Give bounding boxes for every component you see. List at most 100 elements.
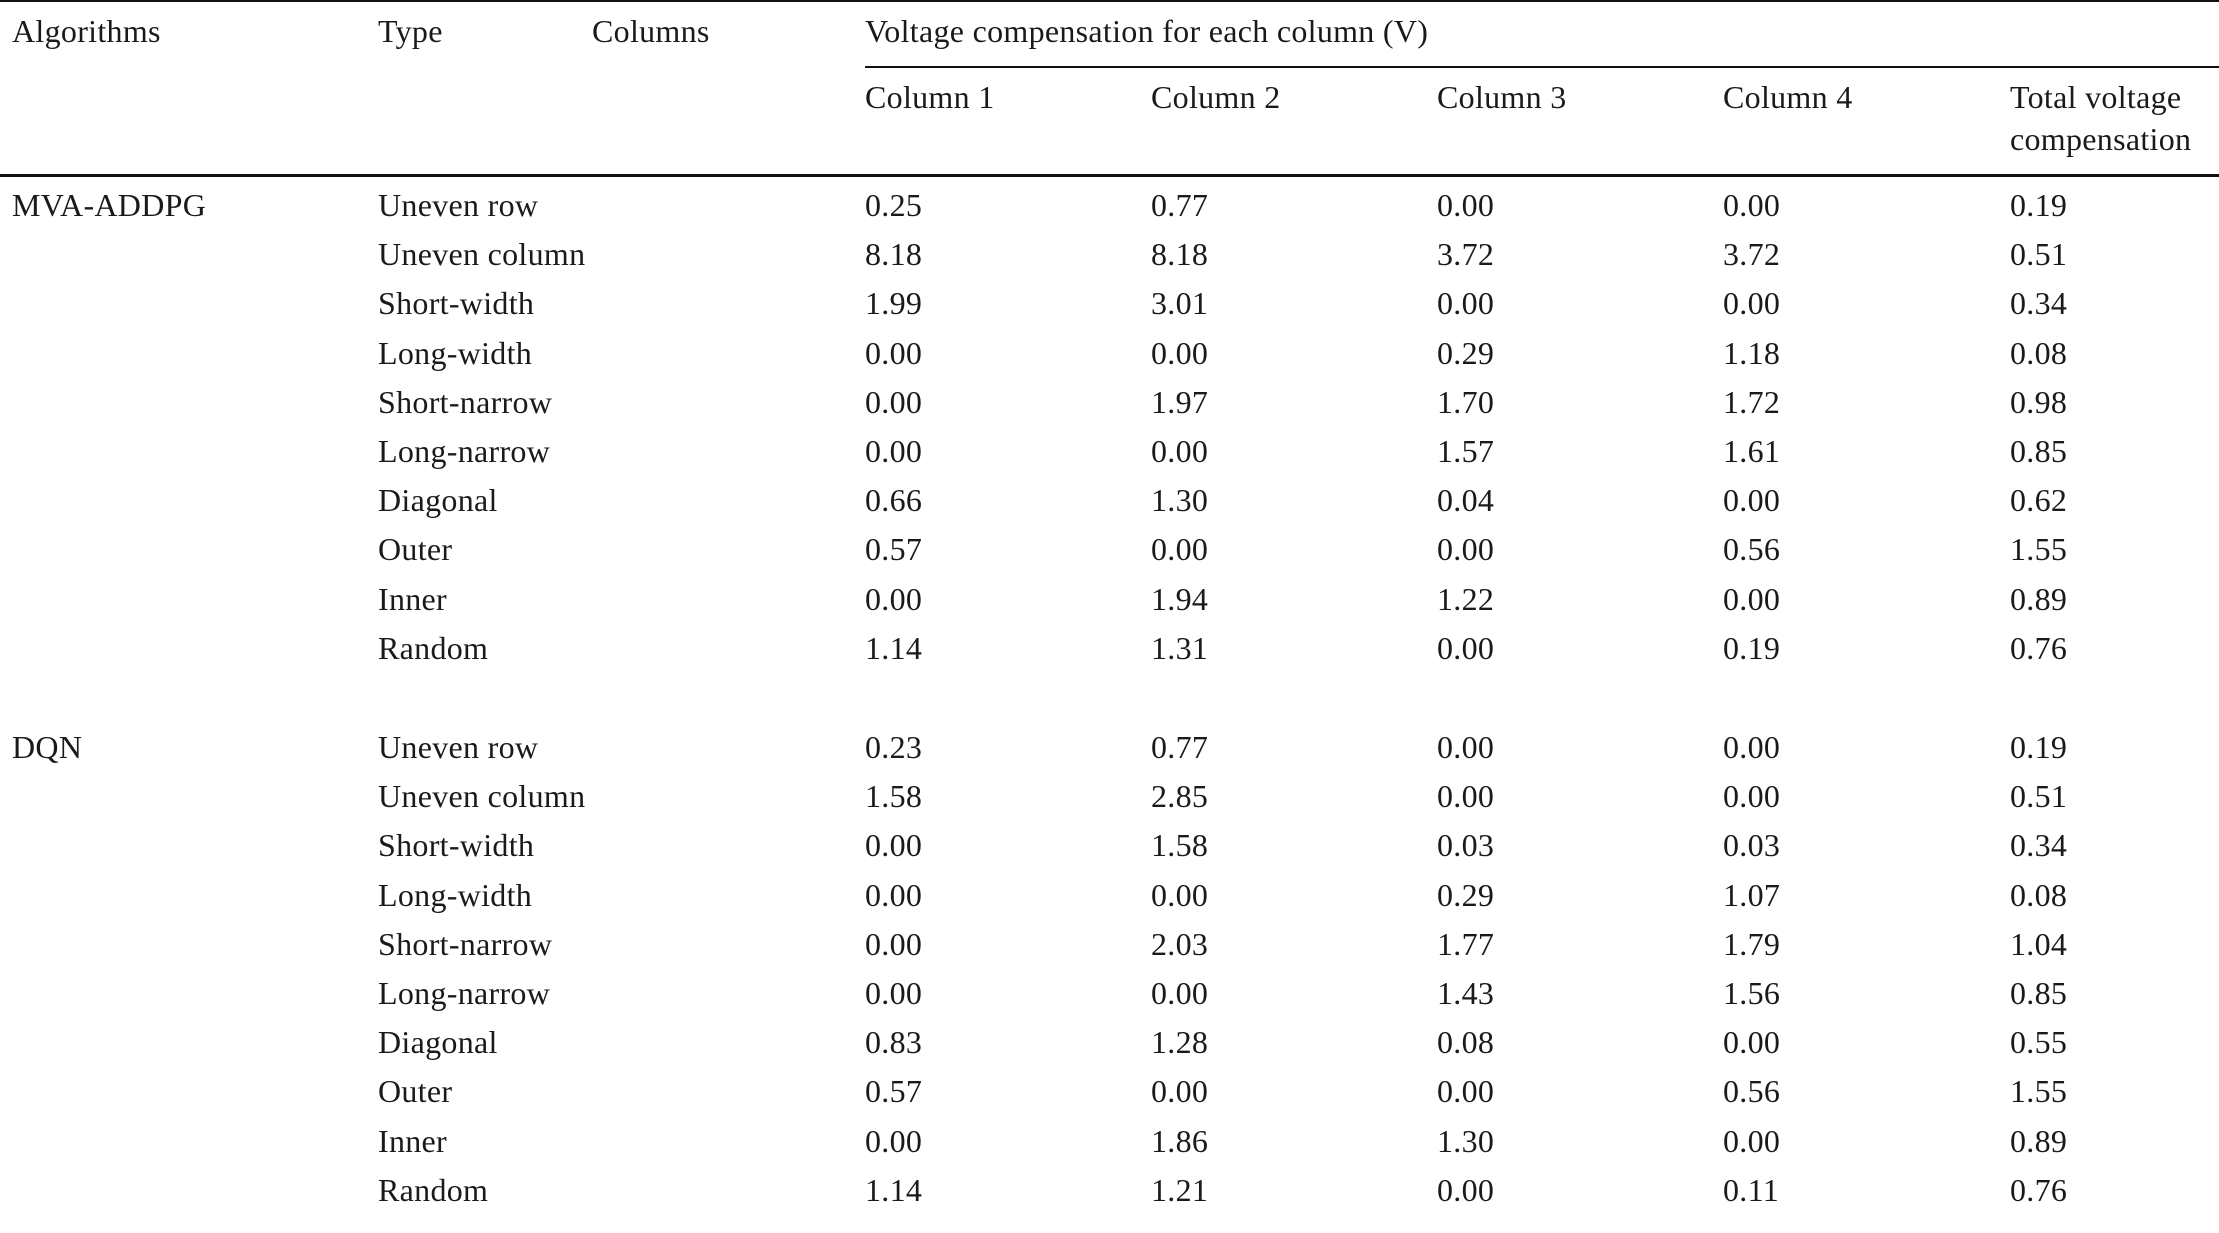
cell-type: Outer — [378, 1073, 453, 1110]
cell-column-1: 0.00 — [865, 827, 923, 864]
cell-total: 0.51 — [2010, 778, 2068, 815]
cell-column-2: 2.85 — [1151, 778, 1209, 815]
algorithm-label: MVA-ADDPG — [12, 187, 207, 223]
cell-column-4: 0.00 — [1723, 729, 1781, 765]
cell-type: Random — [378, 1171, 489, 1208]
cell-column-3: 0.08 — [1437, 1024, 1495, 1061]
cell-column-1: 1.99 — [865, 285, 923, 322]
cell-total: 0.08 — [2010, 876, 2068, 913]
cell-type: Diagonal — [378, 1024, 498, 1061]
cell-type: Uneven row — [378, 187, 539, 223]
cell-type: Uneven column — [378, 778, 586, 815]
cell-column-2: 1.28 — [1151, 1024, 1209, 1061]
cell-type: Inner — [378, 1122, 448, 1159]
cell-type: Inner — [378, 580, 448, 617]
cell-column-3: 1.30 — [1437, 1122, 1495, 1159]
cell-column-2: 0.00 — [1151, 975, 1209, 1011]
cell-column-3: 0.00 — [1437, 1171, 1495, 1208]
cell-total: 0.62 — [2010, 482, 2068, 519]
cell-column-3: 0.00 — [1437, 1073, 1495, 1110]
cell-type: Short-width — [378, 827, 535, 864]
cell-column-4: 3.72 — [1723, 236, 1781, 273]
cell-column-4: 0.00 — [1723, 1122, 1781, 1159]
cell-total: 0.08 — [2010, 334, 2068, 371]
cell-column-1: 0.00 — [865, 383, 923, 420]
cell-column-2: 0.00 — [1151, 531, 1209, 568]
cell-column-4: 0.00 — [1723, 482, 1781, 519]
cell-column-4: 1.72 — [1723, 383, 1781, 420]
cell-column-4: 0.56 — [1723, 531, 1781, 568]
cell-total: 1.04 — [2010, 925, 2068, 962]
cell-column-3: 0.00 — [1437, 285, 1495, 322]
header-voltage-compensation: Voltage compensation for each column (V) — [865, 13, 1429, 49]
cell-type: Random — [378, 629, 489, 666]
cell-total: 0.89 — [2010, 1122, 2068, 1159]
cell-column-1: 0.00 — [865, 975, 923, 1011]
cell-type: Short-width — [378, 285, 535, 322]
cell-column-3: 0.00 — [1437, 187, 1495, 223]
cell-column-3: 1.43 — [1437, 975, 1495, 1011]
cell-column-4: 0.00 — [1723, 285, 1781, 322]
group-header-rule — [865, 66, 2219, 68]
cell-column-1: 0.23 — [865, 729, 923, 765]
top-rule — [0, 0, 2219, 2]
cell-column-4: 1.79 — [1723, 925, 1781, 962]
cell-column-1: 0.00 — [865, 334, 923, 371]
cell-column-3: 1.57 — [1437, 433, 1495, 469]
cell-column-1: 0.57 — [865, 1073, 923, 1110]
cell-column-3: 0.00 — [1437, 778, 1495, 815]
cell-total: 1.55 — [2010, 531, 2068, 568]
cell-column-2: 0.00 — [1151, 433, 1209, 469]
cell-column-2: 1.21 — [1151, 1171, 1209, 1208]
cell-total: 0.98 — [2010, 383, 2068, 420]
cell-column-3: 0.00 — [1437, 531, 1495, 568]
cell-column-1: 0.25 — [865, 187, 923, 223]
cell-column-2: 1.97 — [1151, 383, 1209, 420]
cell-column-3: 0.04 — [1437, 482, 1495, 519]
cell-type: Long-width — [378, 334, 533, 371]
cell-total: 0.34 — [2010, 285, 2068, 322]
cell-column-4: 1.07 — [1723, 876, 1781, 913]
cell-total: 0.34 — [2010, 827, 2068, 864]
cell-type: Diagonal — [378, 482, 498, 519]
cell-column-4: 0.56 — [1723, 1073, 1781, 1110]
cell-total: 0.19 — [2010, 729, 2068, 765]
cell-column-1: 0.66 — [865, 482, 923, 519]
algorithm-label: DQN — [12, 729, 83, 765]
header-column-3: Column 3 — [1437, 79, 1567, 115]
cell-column-3: 0.00 — [1437, 629, 1495, 666]
cell-total: 0.76 — [2010, 629, 2068, 666]
cell-column-3: 0.03 — [1437, 827, 1495, 864]
cell-type: Long-narrow — [378, 433, 551, 469]
cell-column-1: 1.14 — [865, 1171, 923, 1208]
cell-column-1: 1.58 — [865, 778, 923, 815]
cell-column-4: 1.56 — [1723, 975, 1781, 1011]
cell-column-4: 0.00 — [1723, 778, 1781, 815]
cell-column-1: 0.83 — [865, 1024, 923, 1061]
cell-column-2: 2.03 — [1151, 925, 1209, 962]
cell-column-3: 1.22 — [1437, 580, 1495, 617]
cell-column-2: 1.94 — [1151, 580, 1209, 617]
cell-type: Uneven column — [378, 236, 586, 273]
cell-column-4: 0.19 — [1723, 629, 1781, 666]
cell-column-1: 8.18 — [865, 236, 923, 273]
cell-total: 0.85 — [2010, 433, 2068, 469]
cell-total: 0.19 — [2010, 187, 2068, 223]
cell-type: Outer — [378, 531, 453, 568]
cell-column-4: 0.00 — [1723, 580, 1781, 617]
cell-total: 0.76 — [2010, 1171, 2068, 1208]
cell-column-2: 0.77 — [1151, 729, 1209, 765]
cell-column-4: 0.00 — [1723, 187, 1781, 223]
cell-column-1: 1.14 — [865, 629, 923, 666]
cell-column-2: 1.86 — [1151, 1122, 1209, 1159]
cell-total: 1.55 — [2010, 1073, 2068, 1110]
cell-total: 0.89 — [2010, 580, 2068, 617]
cell-column-3: 0.29 — [1437, 876, 1495, 913]
cell-total: 0.85 — [2010, 975, 2068, 1011]
header-algorithms: Algorithms — [12, 13, 161, 49]
cell-column-3: 0.00 — [1437, 729, 1495, 765]
cell-type: Long-width — [378, 876, 533, 913]
cell-column-2: 0.00 — [1151, 1073, 1209, 1110]
header-type: Type — [378, 13, 443, 49]
